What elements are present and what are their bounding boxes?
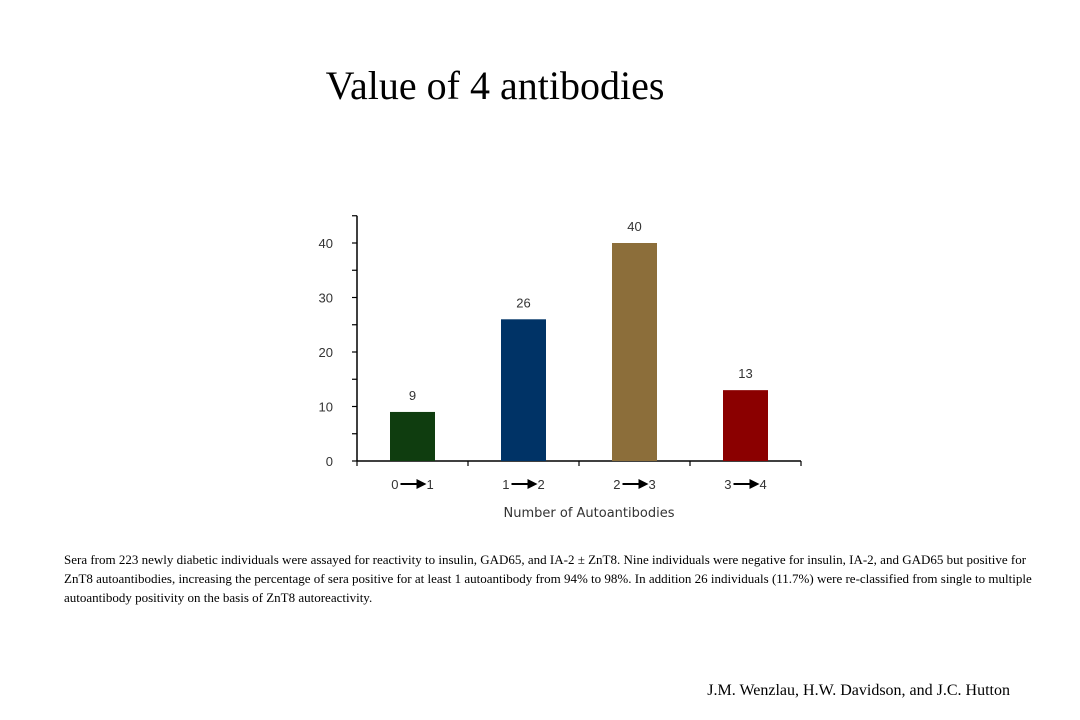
arrow-icon bbox=[638, 479, 649, 489]
y-tick-label: 40 bbox=[319, 236, 333, 251]
x-tick-label: 2 bbox=[538, 477, 545, 492]
data-label: 13 bbox=[738, 366, 752, 381]
y-tick-label: 20 bbox=[319, 345, 333, 360]
x-tick-label: 1 bbox=[427, 477, 434, 492]
y-tick-label: 30 bbox=[319, 291, 333, 306]
x-tick-label: 1 bbox=[502, 477, 509, 492]
data-label: 40 bbox=[627, 219, 641, 234]
chart-bars bbox=[390, 243, 768, 461]
x-tick-label: 3 bbox=[649, 477, 656, 492]
x-tick-label: 2 bbox=[613, 477, 620, 492]
bar bbox=[723, 390, 768, 461]
x-tick-label: 0 bbox=[391, 477, 398, 492]
x-axis-title: Number of Autoantibodies bbox=[504, 506, 675, 521]
x-tick-label: 3 bbox=[724, 477, 731, 492]
y-tick-label: 0 bbox=[326, 454, 333, 469]
x-tick-label: 4 bbox=[760, 477, 767, 492]
y-tick-label: 10 bbox=[319, 400, 333, 415]
arrow-icon bbox=[527, 479, 538, 489]
arrow-icon bbox=[416, 479, 427, 489]
bar bbox=[390, 411, 435, 461]
bar bbox=[612, 243, 657, 461]
data-label: 26 bbox=[516, 295, 530, 310]
data-label: 9 bbox=[409, 388, 416, 403]
author-credit: J.M. Wenzlau, H.W. Davidson, and J.C. Hu… bbox=[707, 682, 1010, 699]
slide-title: Value of 4 antibodies bbox=[325, 63, 665, 108]
slide-caption: Sera from 223 newly diabetic individuals… bbox=[64, 552, 1032, 605]
bar bbox=[501, 319, 546, 461]
arrow-icon bbox=[749, 479, 760, 489]
